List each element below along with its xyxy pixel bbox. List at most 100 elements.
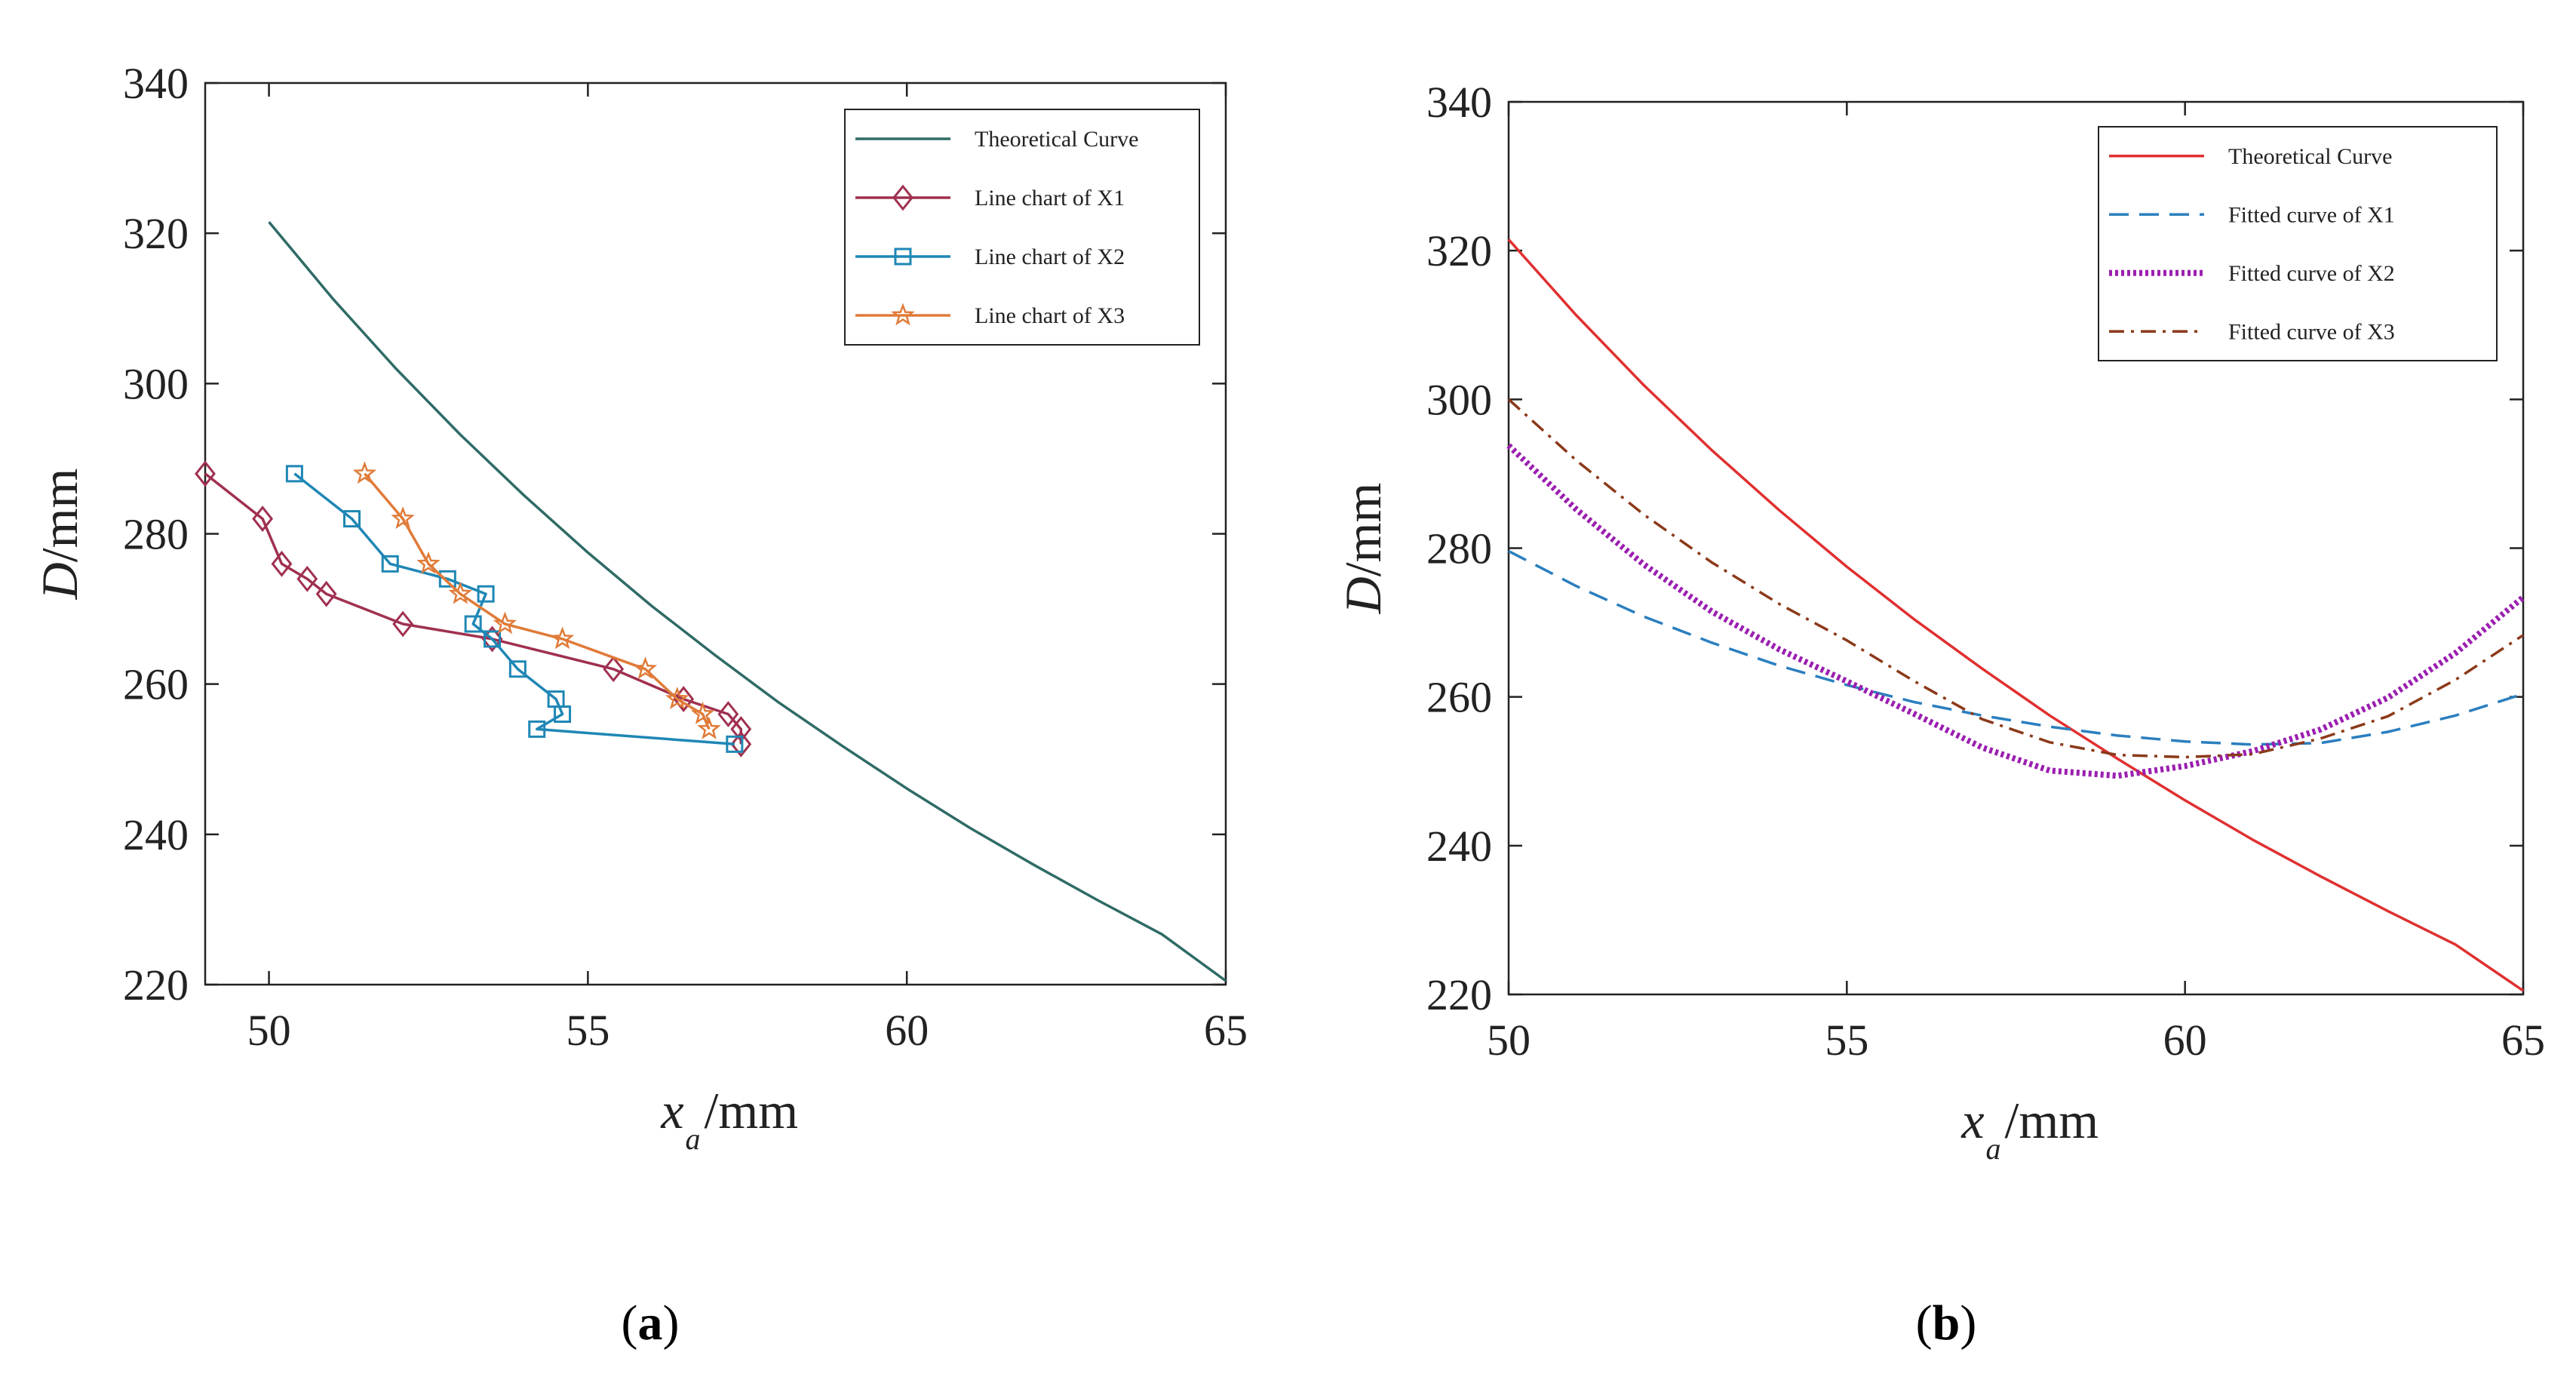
data-point xyxy=(528,720,546,738)
series-line xyxy=(1507,238,2524,992)
y-tick-label: 340 xyxy=(1426,78,1492,127)
panel-label-letter: b xyxy=(1933,1295,1960,1351)
panel-label-close: ) xyxy=(1960,1295,1976,1351)
series-line xyxy=(1508,549,2524,746)
data-point xyxy=(285,465,303,483)
series-line xyxy=(268,221,1227,982)
series-line xyxy=(364,472,711,730)
data-point xyxy=(690,701,715,724)
legend-label: Line chart of X3 xyxy=(975,303,1125,328)
data-point xyxy=(673,686,695,712)
y-tick-label: 240 xyxy=(123,810,189,859)
legend-box xyxy=(2098,126,2498,361)
data-point xyxy=(484,630,502,648)
panel-label-letter: a xyxy=(638,1295,663,1351)
series-theoretical-curve xyxy=(268,221,1227,982)
data-point xyxy=(726,735,744,753)
panel-label-close: ) xyxy=(663,1295,680,1351)
legend-label: Fitted curve of X1 xyxy=(2228,202,2395,227)
data-point xyxy=(730,716,752,742)
y-tick-label: 220 xyxy=(123,960,189,1010)
y-axis-label-symbol: D xyxy=(31,562,88,600)
legend-label: Line chart of X1 xyxy=(975,186,1125,211)
series-line xyxy=(204,472,743,745)
data-point xyxy=(438,570,456,588)
panel-label-b: (b) xyxy=(1916,1295,1977,1351)
data-point xyxy=(391,506,415,529)
y-tick-label: 260 xyxy=(1426,673,1492,722)
series-theoretical-curve xyxy=(1507,238,2524,992)
data-point xyxy=(508,660,527,678)
legend-label: Fitted curve of X3 xyxy=(2228,319,2395,344)
data-point xyxy=(665,687,689,709)
data-point xyxy=(195,460,216,487)
data-point xyxy=(550,626,575,650)
y-tick-label: 320 xyxy=(1426,226,1492,275)
data-point xyxy=(352,461,377,484)
data-point xyxy=(493,611,517,635)
data-point xyxy=(448,581,472,604)
y-tick-label: 280 xyxy=(1426,524,1492,573)
data-point xyxy=(252,506,274,532)
panel-label-open: ( xyxy=(1916,1295,1933,1351)
x-tick-label: 50 xyxy=(1487,1016,1531,1065)
data-point xyxy=(633,656,658,680)
x-axis-label-symbol: x xyxy=(660,1082,683,1139)
legend: Theoretical Curve Line chart of X1 Line ch… xyxy=(844,109,1200,346)
x-tick-label: 65 xyxy=(2501,1016,2545,1065)
x-tick-label: 55 xyxy=(566,1006,609,1055)
y-tick-label: 300 xyxy=(123,359,189,408)
y-tick-label: 260 xyxy=(123,660,189,709)
panel-label-a: (a) xyxy=(622,1295,680,1351)
legend-label: Line chart of X2 xyxy=(975,244,1125,269)
y-axis-label: D/mm xyxy=(31,469,88,601)
y-tick-label: 240 xyxy=(1426,822,1492,871)
data-point xyxy=(392,610,414,638)
legend-label: Fitted curve of X2 xyxy=(2228,261,2395,286)
series-line-chart-of-x1 xyxy=(195,460,752,758)
data-point xyxy=(717,701,739,727)
x-axis-label-subscript: a xyxy=(686,1122,701,1156)
data-point xyxy=(603,656,625,683)
panel-label-open: ( xyxy=(622,1295,638,1351)
data-point xyxy=(296,565,318,592)
data-point xyxy=(697,716,721,739)
data-point xyxy=(342,510,361,528)
y-tick-label: 220 xyxy=(1426,970,1492,1019)
y-tick-label: 340 xyxy=(123,59,189,108)
legend-label: Theoretical Curve xyxy=(975,127,1138,152)
x-tick-label: 50 xyxy=(247,1006,291,1055)
data-point xyxy=(730,730,752,758)
data-point xyxy=(554,705,572,723)
data-point xyxy=(477,585,495,603)
legend-marker xyxy=(891,303,915,326)
series-line xyxy=(1507,398,2524,759)
x-tick-label: 60 xyxy=(2163,1016,2207,1065)
legend-marker xyxy=(892,184,913,211)
data-point xyxy=(464,615,482,633)
y-axis-label-unit: /mm xyxy=(1334,483,1392,577)
x-tick-label: 55 xyxy=(1825,1016,1868,1065)
y-tick-label: 300 xyxy=(1426,375,1492,424)
legend-label: Theoretical Curve xyxy=(2228,144,2392,169)
y-tick-label: 280 xyxy=(123,510,189,559)
series-fitted-curve-of-x3 xyxy=(1507,398,2524,759)
series-fitted-curve-of-x1 xyxy=(1508,549,2524,746)
x-axis-label-unit: /mm xyxy=(2005,1092,2099,1149)
x-axis-label-unit: /mm xyxy=(705,1082,799,1139)
y-tick-label: 320 xyxy=(123,209,189,258)
data-point xyxy=(381,555,399,573)
series-line-chart-of-x2 xyxy=(285,465,744,753)
y-axis-label: D/mm xyxy=(1334,483,1392,615)
x-axis-label-subscript: a xyxy=(1986,1132,2001,1166)
y-axis-label-unit: /mm xyxy=(31,469,88,563)
series-line xyxy=(1506,443,2525,779)
data-point xyxy=(416,551,441,574)
data-point xyxy=(271,550,293,577)
y-axis-label-symbol: D xyxy=(1334,576,1392,614)
x-tick-label: 65 xyxy=(1204,1006,1248,1055)
x-tick-label: 60 xyxy=(885,1006,929,1055)
